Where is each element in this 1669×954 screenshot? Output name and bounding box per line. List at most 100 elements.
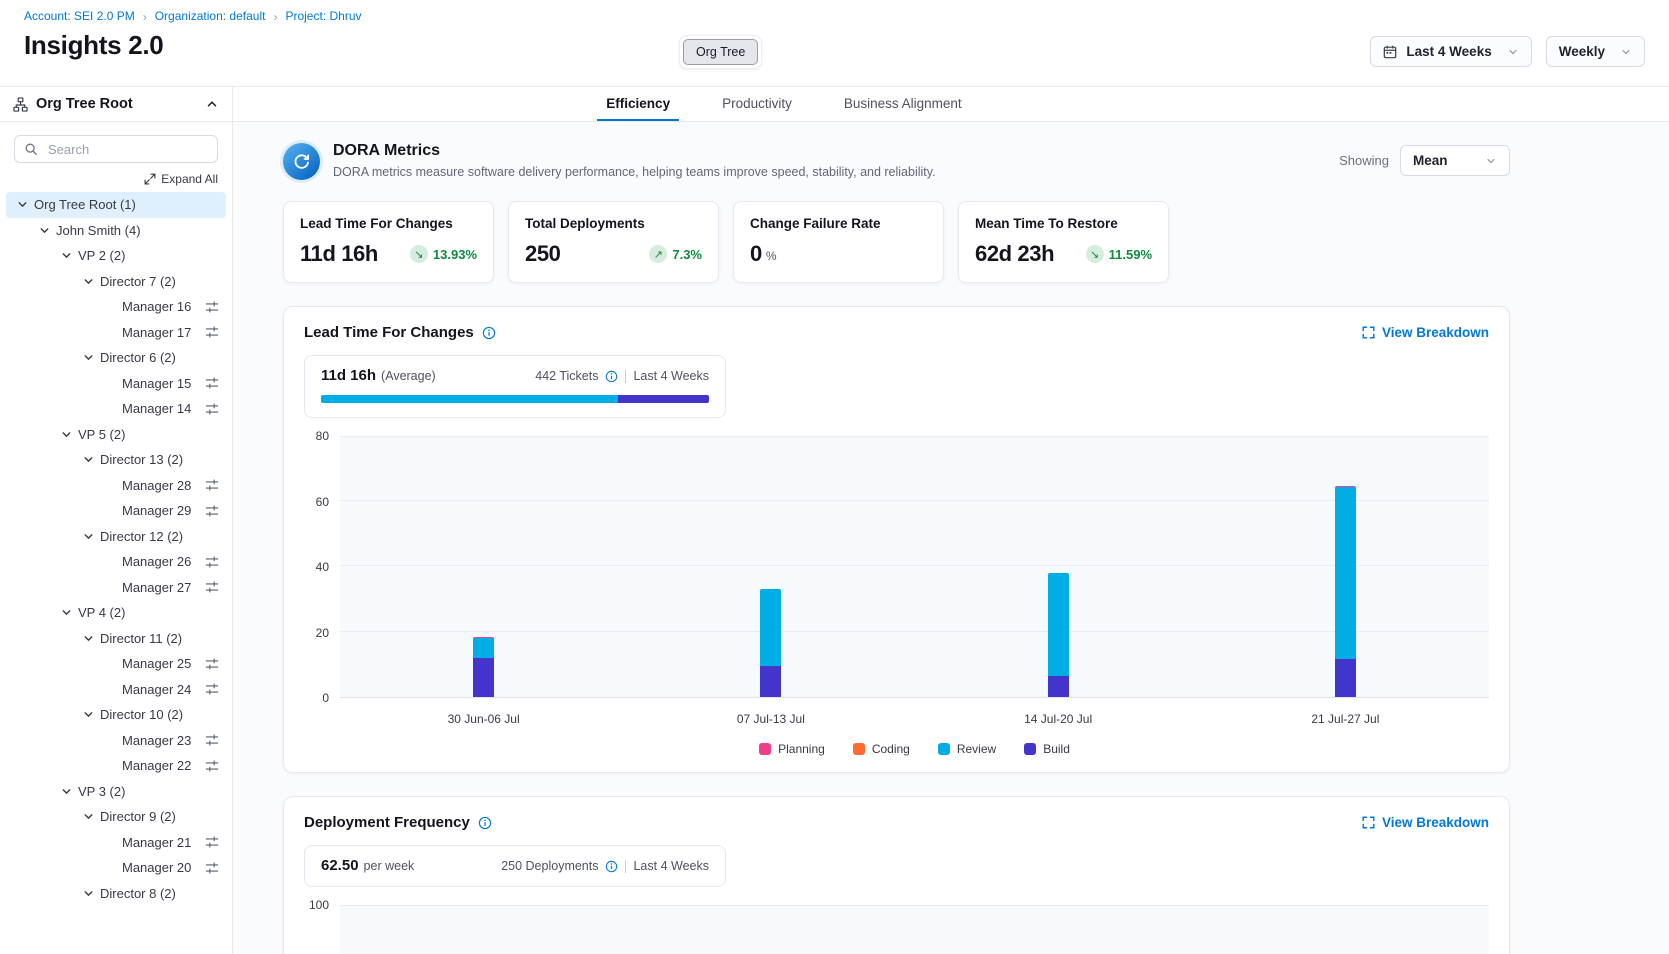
tree-item[interactable]: Manager 20: [6, 855, 226, 881]
sliders-icon[interactable]: [205, 657, 219, 671]
phase-bar-segment-build: [618, 395, 709, 403]
info-icon[interactable]: [482, 326, 496, 340]
chevron-down-icon[interactable]: [58, 606, 74, 619]
tree-item-label: Manager 23: [122, 733, 191, 748]
breadcrumb-link[interactable]: Account: SEI 2.0 PM: [24, 9, 135, 23]
tree-item[interactable]: VP 4 (2): [6, 600, 226, 626]
chevron-down-icon[interactable]: [58, 428, 74, 441]
sliders-icon[interactable]: [205, 682, 219, 696]
tree-item[interactable]: Manager 14: [6, 396, 226, 422]
collapse-sidebar-icon[interactable]: [205, 97, 219, 111]
legend-coding[interactable]: Coding: [853, 742, 910, 756]
legend-review[interactable]: Review: [938, 742, 996, 756]
chevron-down-icon[interactable]: [80, 708, 96, 721]
info-icon[interactable]: [605, 860, 618, 873]
expand-all-button[interactable]: Expand All: [144, 172, 218, 186]
bar-30-jun-06-jul[interactable]: [473, 637, 494, 697]
metric-value-row: 250↗7.3%: [525, 241, 702, 267]
tree-item[interactable]: Manager 24: [6, 677, 226, 703]
tree-item[interactable]: Manager 26: [6, 549, 226, 575]
tree-item[interactable]: Org Tree Root (1): [6, 192, 226, 218]
chevron-down-icon[interactable]: [58, 249, 74, 262]
tree-item[interactable]: Director 12 (2): [6, 524, 226, 550]
sliders-icon[interactable]: [205, 580, 219, 594]
bar-21-jul-27-jul[interactable]: [1335, 486, 1356, 697]
chevron-down-icon[interactable]: [80, 275, 96, 288]
chevron-down-icon[interactable]: [14, 198, 30, 211]
breadcrumb-link[interactable]: Organization: default: [155, 9, 266, 23]
sliders-icon[interactable]: [205, 300, 219, 314]
sliders-icon[interactable]: [205, 733, 219, 747]
org-tree-toggle-wrap: Org Tree: [679, 35, 762, 69]
tree-item[interactable]: Director 9 (2): [6, 804, 226, 830]
breadcrumb-link[interactable]: Project: Dhruv: [285, 9, 361, 23]
tree-item[interactable]: Director 13 (2): [6, 447, 226, 473]
tree-item[interactable]: Manager 29: [6, 498, 226, 524]
x-axis-label: 14 Jul-20 Jul: [915, 712, 1202, 726]
tree-item[interactable]: Manager 21: [6, 830, 226, 856]
tree-item[interactable]: VP 3 (2): [6, 779, 226, 805]
chevron-down-icon[interactable]: [80, 351, 96, 364]
tab-business-alignment[interactable]: Business Alignment: [835, 87, 971, 121]
plot-area: [340, 436, 1489, 698]
tree-item[interactable]: Director 6 (2): [6, 345, 226, 371]
sliders-icon[interactable]: [205, 478, 219, 492]
chevron-down-icon[interactable]: [80, 632, 96, 645]
sliders-icon[interactable]: [205, 325, 219, 339]
tree-item[interactable]: Manager 28: [6, 473, 226, 499]
chevron-down-icon: [1485, 155, 1497, 167]
chevron-down-icon[interactable]: [80, 887, 96, 900]
chevron-down-icon[interactable]: [80, 453, 96, 466]
deployment-view-breakdown-link[interactable]: View Breakdown: [1362, 815, 1489, 830]
chevron-down-icon[interactable]: [80, 810, 96, 823]
tree-item[interactable]: Director 7 (2): [6, 269, 226, 295]
sliders-icon[interactable]: [205, 835, 219, 849]
search-input[interactable]: [46, 141, 208, 158]
sliders-icon[interactable]: [205, 555, 219, 569]
tree-item[interactable]: Manager 23: [6, 728, 226, 754]
sliders-icon[interactable]: [205, 376, 219, 390]
date-range-select[interactable]: Last 4 Weeks: [1370, 36, 1531, 67]
tickets-count: 442 Tickets: [535, 369, 598, 383]
tree-item[interactable]: Manager 15: [6, 371, 226, 397]
sliders-icon[interactable]: [205, 504, 219, 518]
y-axis-tick-label: 20: [316, 626, 329, 640]
bars-layer: [340, 437, 1489, 697]
lead-time-view-breakdown-link[interactable]: View Breakdown: [1362, 325, 1489, 340]
calendar-icon: [1383, 45, 1397, 59]
chevron-down-icon[interactable]: [36, 224, 52, 237]
tree-item[interactable]: VP 5 (2): [6, 422, 226, 448]
tree-item[interactable]: Manager 25: [6, 651, 226, 677]
legend-build[interactable]: Build: [1024, 742, 1070, 756]
info-icon[interactable]: [605, 370, 618, 383]
deployment-summary-card: 62.50 per week 250 Deployments Last 4 We…: [304, 845, 726, 887]
tree-item[interactable]: Manager 27: [6, 575, 226, 601]
tabs-bar: Efficiency Productivity Business Alignment: [233, 87, 1669, 122]
tree-item[interactable]: Manager 22: [6, 753, 226, 779]
tree-item[interactable]: John Smith (4): [6, 218, 226, 244]
tree-item[interactable]: Director 11 (2): [6, 626, 226, 652]
tree-item[interactable]: Director 8 (2): [6, 881, 226, 907]
tree-item-label: Director 12 (2): [100, 529, 183, 544]
granularity-select[interactable]: Weekly: [1546, 36, 1645, 67]
bar-14-jul-20-jul[interactable]: [1048, 573, 1069, 697]
breadcrumb-separator-icon: ›: [273, 10, 277, 23]
bar-07-jul-13-jul[interactable]: [760, 589, 781, 697]
sliders-icon[interactable]: [205, 402, 219, 416]
metric-value-row: 11d 16h↘13.93%: [300, 241, 477, 267]
tree-item[interactable]: Director 10 (2): [6, 702, 226, 728]
chevron-down-icon[interactable]: [80, 530, 96, 543]
chevron-down-icon[interactable]: [58, 785, 74, 798]
tab-productivity[interactable]: Productivity: [713, 87, 801, 121]
tree-item[interactable]: VP 2 (2): [6, 243, 226, 269]
showing-select[interactable]: Mean: [1400, 145, 1510, 176]
tree-item[interactable]: Manager 16: [6, 294, 226, 320]
tab-efficiency[interactable]: Efficiency: [597, 87, 679, 121]
org-tree-button[interactable]: Org Tree: [683, 39, 758, 65]
sliders-icon[interactable]: [205, 861, 219, 875]
tree-item[interactable]: Manager 17: [6, 320, 226, 346]
sliders-icon[interactable]: [205, 759, 219, 773]
info-icon[interactable]: [478, 816, 492, 830]
tree-item-label: Director 9 (2): [100, 809, 176, 824]
legend-planning[interactable]: Planning: [759, 742, 825, 756]
